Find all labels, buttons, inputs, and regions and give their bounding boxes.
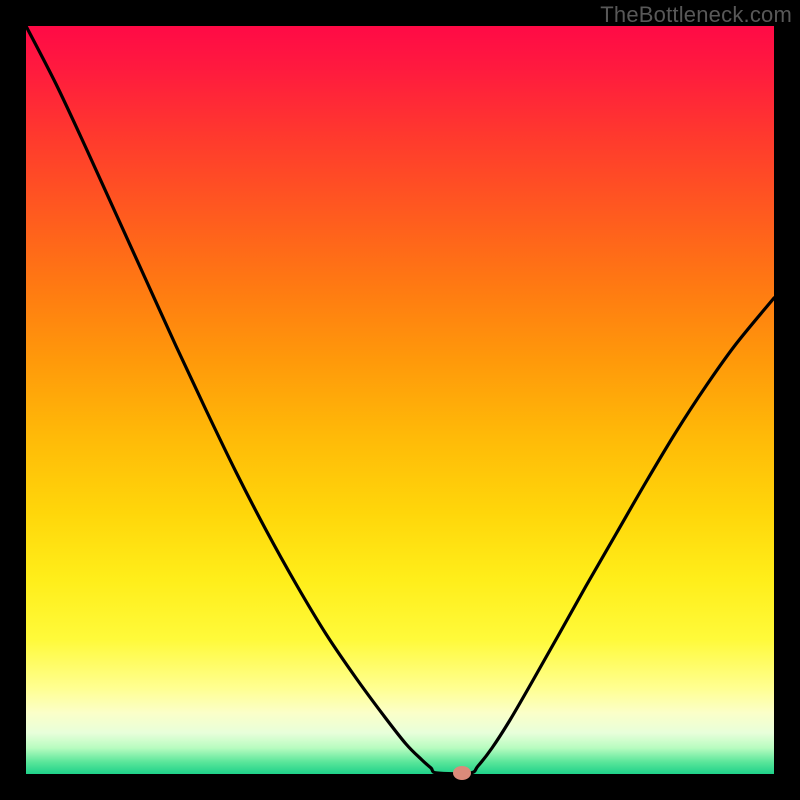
watermark-text: TheBottleneck.com [600,2,792,28]
optimal-point-marker [453,766,471,780]
chart-container: TheBottleneck.com [0,0,800,800]
bottleneck-chart [0,0,800,800]
gradient-plot-area [26,26,774,774]
